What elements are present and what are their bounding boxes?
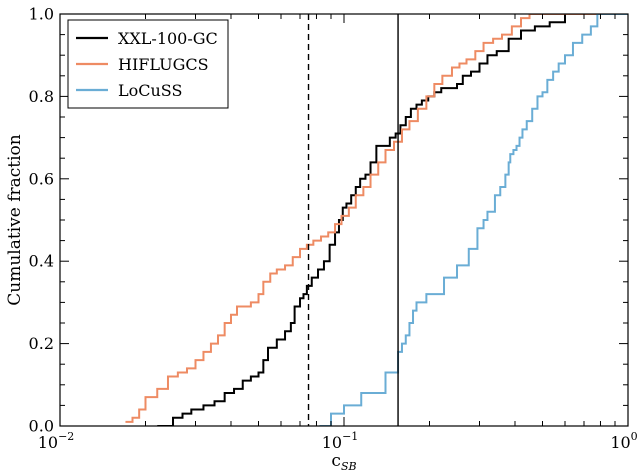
- y-tick-label: 0.6: [29, 169, 54, 188]
- y-tick-label: 0.2: [29, 334, 54, 353]
- y-axis-label: Cumulative fraction: [5, 134, 25, 306]
- x-tick-label: 10−2: [38, 430, 75, 452]
- legend-label: XXL-100-GC: [118, 29, 218, 48]
- y-tick-label: 0.0: [29, 417, 54, 436]
- y-tick-label: 0.8: [29, 87, 54, 106]
- y-tick-label: 1.0: [29, 5, 54, 24]
- axes: 10−2 10−1 100 0.0 0.2 0.4 0.6 0.8 1.0 cSB Cumulati…: [5, 5, 638, 472]
- x-tick-label: 100: [610, 430, 637, 452]
- x-axis-label: cSB: [331, 451, 356, 472]
- series-line-xxl-100-gc: [157, 14, 628, 426]
- legend-label: HIFLUGCS: [118, 55, 209, 74]
- x-tick-label: 10−1: [322, 430, 359, 452]
- series-layer: [125, 14, 628, 426]
- series-line-locuss: [319, 14, 628, 426]
- y-tick-label: 0.4: [29, 252, 54, 271]
- legend-label: LoCuSS: [118, 81, 182, 100]
- reference-lines: [307, 14, 399, 426]
- legend: XXL-100-GC HIFLUGCS LoCuSS: [67, 19, 229, 109]
- series-line-hiflugcs: [125, 14, 628, 423]
